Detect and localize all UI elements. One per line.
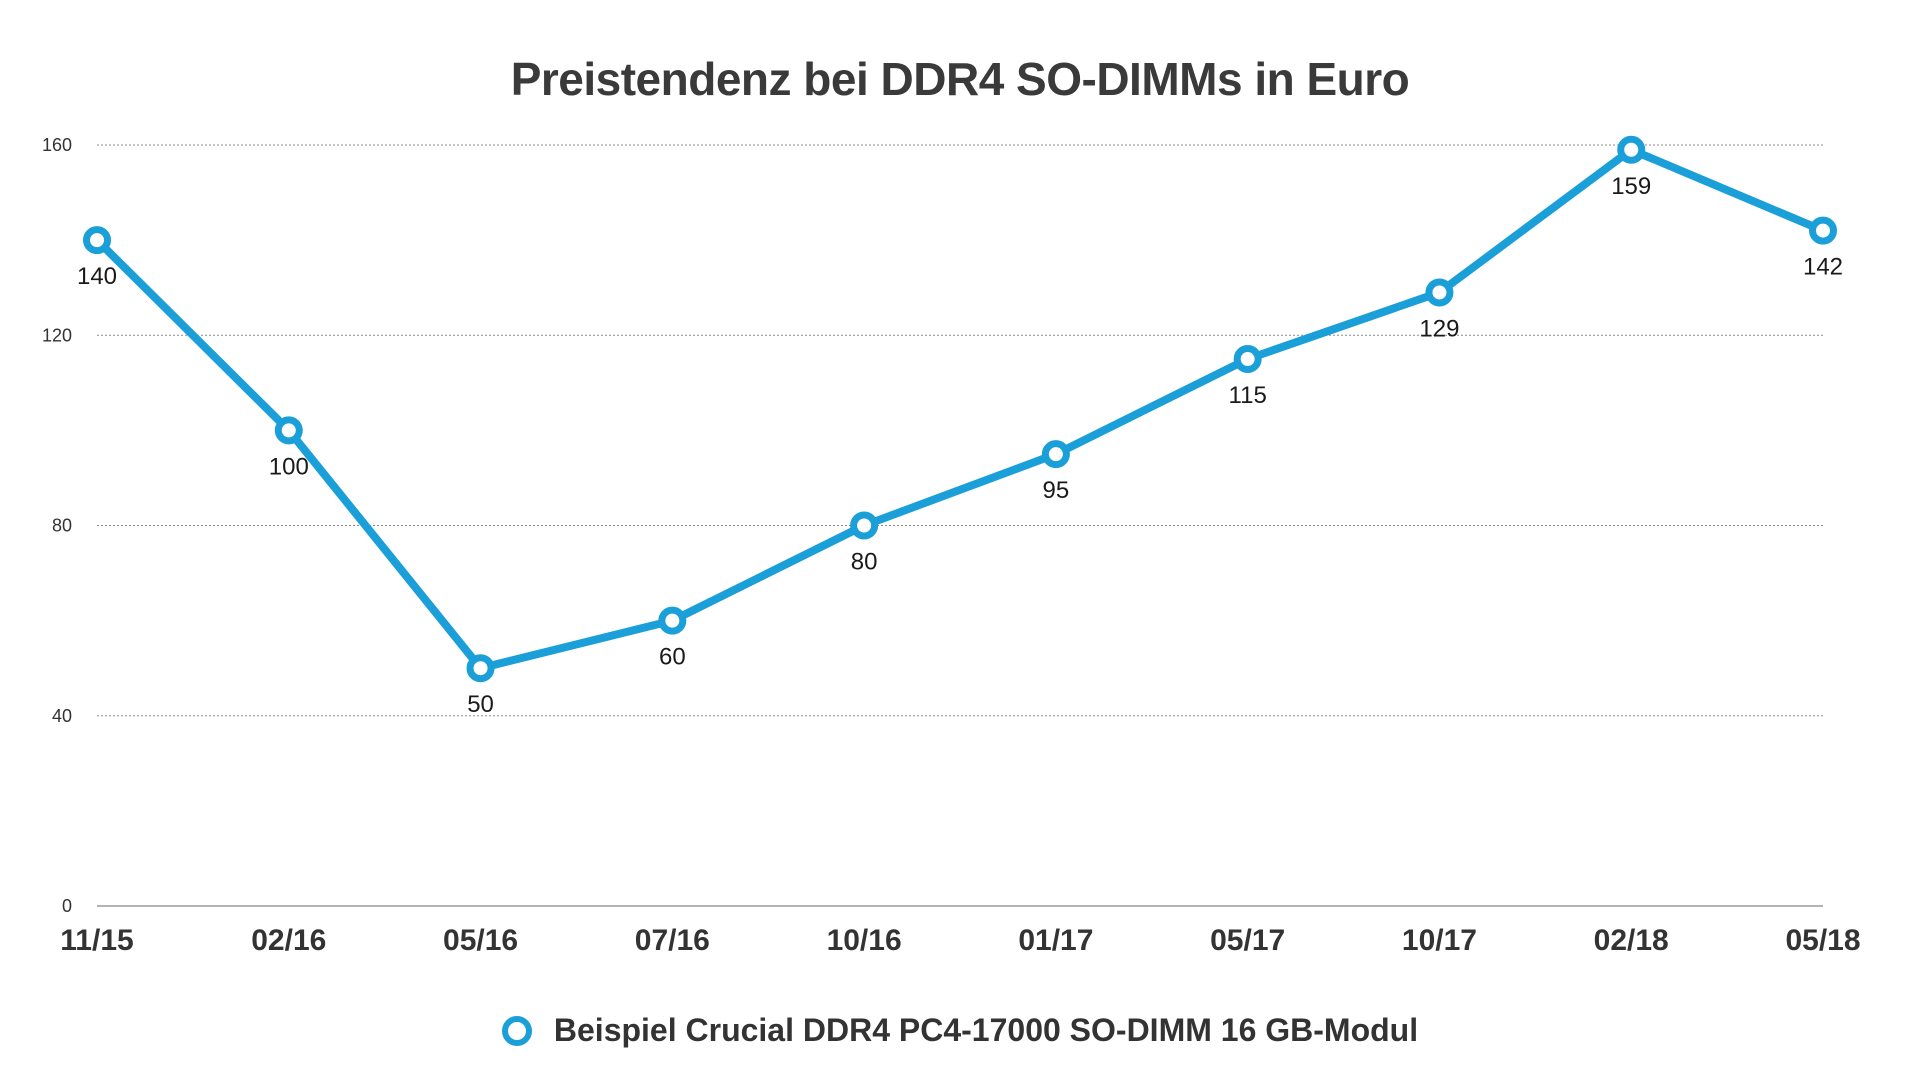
data-label: 140 [77,263,117,290]
x-tick-label: 01/17 [1018,924,1093,957]
data-point [1617,135,1646,164]
x-tick-label: 02/16 [251,924,326,957]
data-label: 60 [659,644,686,671]
y-tick-label: 40 [52,706,72,726]
x-tick-label: 05/17 [1210,924,1285,957]
y-tick-label: 160 [42,135,72,155]
data-label: 95 [1043,477,1070,504]
data-point [850,511,879,540]
legend-marker-icon [501,1015,532,1046]
data-point [83,226,111,255]
data-label: 142 [1803,254,1843,281]
x-tick-label: 07/16 [635,924,710,957]
data-label: 115 [1229,382,1267,409]
data-label: 100 [269,453,309,480]
data-point [658,606,687,635]
series-layer [83,135,1837,683]
legend-label: Beispiel Crucial DDR4 PC4-17000 SO-DIMM … [553,1012,1419,1048]
gridlines [97,144,1823,907]
data-point [1809,216,1837,245]
data-point [1041,440,1070,469]
chart-title: Preistendenz bei DDR4 SO-DIMMs in Euro [510,53,1410,105]
x-tick-label: 05/18 [1785,924,1860,957]
data-point [466,654,495,683]
x-tick-label: 05/16 [443,924,518,957]
x-axis-ticks: 11/15 02/16 05/16 07/16 10/16 01/17 05/17 10/17… [60,924,1860,957]
data-label: 129 [1419,315,1459,342]
data-point [274,416,303,445]
x-tick-label: 11/15 [60,924,133,957]
data-label: 50 [467,691,494,718]
x-tick-label: 02/18 [1594,924,1669,957]
y-tick-label: 0 [62,896,72,916]
y-axis-ticks: 0 40 80 120 160 [42,135,72,916]
data-labels: 140 100 50 60 80 95 115 129 159 142 [77,173,1843,718]
y-tick-label: 120 [42,325,72,345]
series-line [93,145,1827,673]
legend: Beispiel Crucial DDR4 PC4-17000 SO-DIMM … [0,1012,1920,1049]
data-label: 159 [1611,173,1651,200]
x-tick-label: 10/16 [827,924,902,957]
data-point [1425,278,1454,307]
y-tick-label: 80 [52,516,72,536]
data-label: 80 [851,549,878,576]
data-point [1233,345,1262,374]
x-tick-label: 10/17 [1402,924,1477,957]
